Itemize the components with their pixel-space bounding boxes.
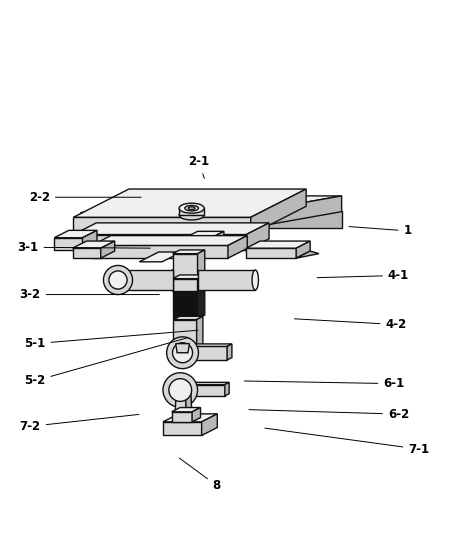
Text: 8: 8: [179, 458, 220, 492]
Polygon shape: [175, 390, 186, 412]
Polygon shape: [162, 414, 217, 422]
Polygon shape: [82, 230, 97, 250]
Ellipse shape: [179, 210, 204, 220]
Text: 5-1: 5-1: [24, 330, 197, 350]
Polygon shape: [227, 344, 232, 360]
Ellipse shape: [184, 206, 198, 211]
Polygon shape: [54, 238, 82, 250]
Polygon shape: [246, 211, 341, 228]
Text: 5-2: 5-2: [24, 338, 187, 388]
Polygon shape: [172, 250, 204, 254]
Text: 2-2: 2-2: [29, 191, 141, 204]
Polygon shape: [185, 388, 191, 412]
Polygon shape: [186, 385, 224, 396]
Polygon shape: [186, 347, 227, 360]
Polygon shape: [197, 270, 255, 290]
Polygon shape: [73, 217, 250, 235]
Text: 3-2: 3-2: [20, 288, 159, 301]
Polygon shape: [186, 382, 229, 385]
Polygon shape: [101, 241, 114, 258]
Polygon shape: [80, 196, 341, 213]
Text: 4-2: 4-2: [294, 318, 406, 331]
Circle shape: [168, 379, 191, 402]
Circle shape: [109, 271, 127, 289]
Polygon shape: [73, 189, 305, 217]
Polygon shape: [116, 270, 172, 290]
Polygon shape: [224, 382, 229, 396]
Text: 1: 1: [348, 225, 411, 237]
Polygon shape: [73, 223, 268, 235]
Circle shape: [172, 343, 192, 363]
Polygon shape: [179, 208, 203, 215]
Polygon shape: [175, 344, 189, 353]
Polygon shape: [73, 235, 246, 250]
Polygon shape: [192, 408, 200, 422]
Polygon shape: [199, 231, 223, 252]
Polygon shape: [197, 275, 204, 291]
Polygon shape: [80, 213, 246, 228]
Polygon shape: [197, 288, 204, 319]
Ellipse shape: [252, 270, 258, 290]
Text: 2-1: 2-1: [187, 155, 208, 178]
Polygon shape: [246, 241, 309, 248]
Polygon shape: [246, 248, 296, 258]
Ellipse shape: [188, 207, 195, 209]
Polygon shape: [171, 412, 192, 422]
Polygon shape: [128, 242, 178, 254]
Text: 6-1: 6-1: [244, 377, 404, 390]
Polygon shape: [173, 320, 196, 354]
Polygon shape: [91, 236, 247, 245]
Polygon shape: [173, 244, 199, 252]
Polygon shape: [186, 344, 232, 347]
Polygon shape: [172, 279, 197, 291]
Text: 3-1: 3-1: [17, 241, 150, 254]
Polygon shape: [91, 245, 228, 258]
Polygon shape: [172, 291, 197, 319]
Polygon shape: [246, 223, 268, 250]
Text: 7-1: 7-1: [264, 428, 429, 456]
Circle shape: [162, 373, 197, 407]
Polygon shape: [296, 251, 318, 258]
Polygon shape: [72, 248, 101, 258]
Polygon shape: [172, 288, 204, 291]
Polygon shape: [172, 275, 204, 279]
Polygon shape: [162, 422, 201, 436]
Polygon shape: [250, 189, 305, 235]
Polygon shape: [171, 408, 200, 412]
Text: 4-1: 4-1: [317, 269, 408, 282]
Ellipse shape: [169, 270, 175, 290]
Polygon shape: [139, 252, 181, 262]
Text: 6-2: 6-2: [248, 408, 408, 421]
Polygon shape: [173, 231, 223, 244]
Polygon shape: [197, 250, 204, 281]
Polygon shape: [246, 196, 341, 228]
Polygon shape: [173, 316, 202, 320]
Polygon shape: [201, 414, 217, 436]
Text: 7-2: 7-2: [20, 414, 139, 433]
Polygon shape: [72, 241, 114, 248]
Ellipse shape: [194, 270, 200, 290]
Ellipse shape: [179, 203, 204, 213]
Polygon shape: [296, 241, 309, 258]
Polygon shape: [172, 254, 197, 281]
Circle shape: [166, 337, 198, 368]
Circle shape: [103, 265, 132, 295]
Polygon shape: [228, 236, 247, 258]
Polygon shape: [54, 230, 97, 238]
Polygon shape: [196, 316, 202, 354]
Ellipse shape: [113, 270, 120, 290]
